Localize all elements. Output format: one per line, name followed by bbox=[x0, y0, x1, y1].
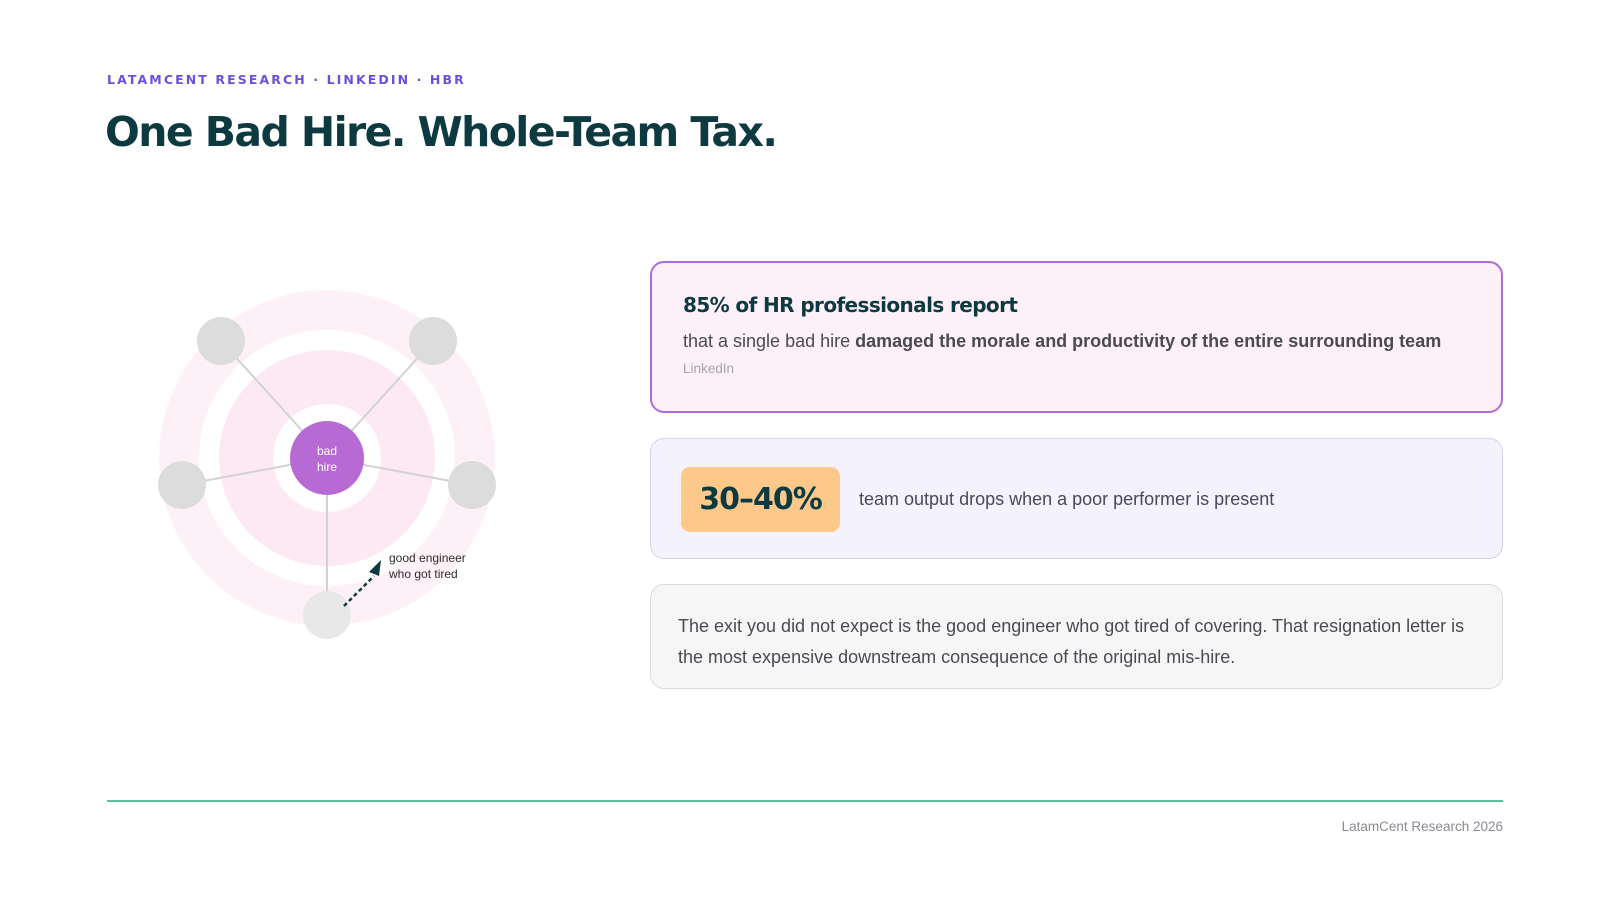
footer-credit: LatamCent Research 2026 bbox=[1341, 819, 1503, 834]
hr-stat-title: 85% of HR professionals report bbox=[683, 293, 1018, 317]
annotation-label: good engineer bbox=[389, 551, 466, 565]
bad-hire-node bbox=[290, 421, 364, 495]
hr-stat-body: that a single bad hire damaged the moral… bbox=[683, 331, 1471, 352]
team-member-node bbox=[409, 317, 457, 365]
exit-arrow-head bbox=[369, 560, 381, 576]
leaving-engineer-node bbox=[303, 591, 351, 639]
hr-stat-source: LinkedIn bbox=[683, 361, 735, 376]
page-title: One Bad Hire. Whole-Team Tax. bbox=[105, 108, 778, 156]
hr-stat-body-text: that a single bad hire bbox=[683, 331, 856, 351]
output-drop-text: team output drops when a poor performer … bbox=[859, 489, 1275, 509]
annotation-label: who got tired bbox=[388, 567, 458, 581]
hr-stat-card: 85% of HR professionals report that a si… bbox=[650, 261, 1503, 413]
quote-text: The exit you did not expect is the good … bbox=[678, 616, 1465, 667]
footer-divider bbox=[107, 800, 1503, 802]
team-impact-diagram: bad hire good engineer who got tired bbox=[150, 290, 530, 670]
bad-hire-label: bad bbox=[317, 444, 337, 458]
team-member-node bbox=[158, 461, 206, 509]
output-drop-badge: 30–40% bbox=[681, 467, 840, 532]
eyebrow-sources: LATAMCENT RESEARCH · LINKEDIN · HBR bbox=[107, 72, 466, 87]
bad-hire-label: hire bbox=[317, 460, 337, 474]
exit-arrow-line bbox=[343, 575, 375, 607]
team-member-node bbox=[197, 317, 245, 365]
team-output-card: 30–40% team output drops when a poor per… bbox=[650, 438, 1503, 559]
hr-stat-body-emphasis: damaged the morale and productivity of t… bbox=[855, 331, 1442, 351]
quote-card: The exit you did not expect is the good … bbox=[650, 584, 1503, 689]
team-member-node bbox=[448, 461, 496, 509]
